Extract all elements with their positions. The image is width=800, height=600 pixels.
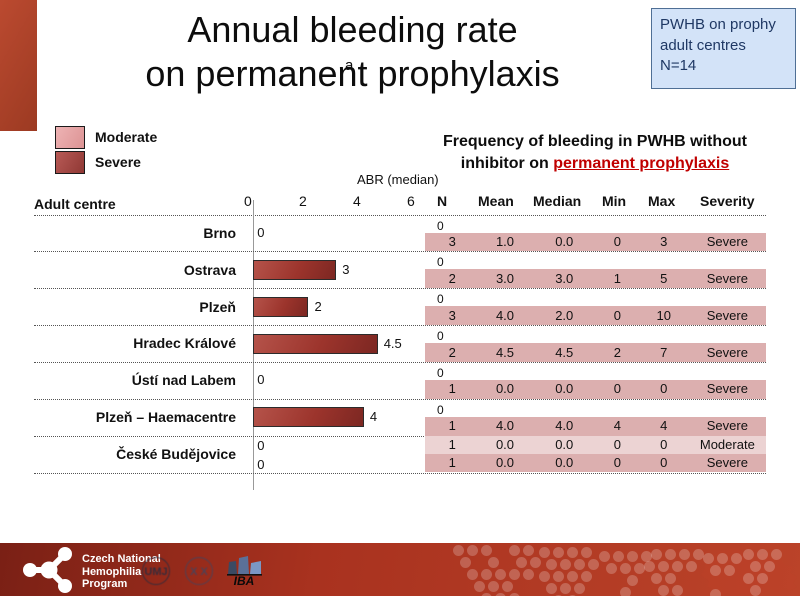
svg-text:UMJ: UMJ [144, 566, 167, 578]
svg-text:X X: X X [190, 566, 208, 578]
svg-text:IBA: IBA [234, 574, 255, 586]
